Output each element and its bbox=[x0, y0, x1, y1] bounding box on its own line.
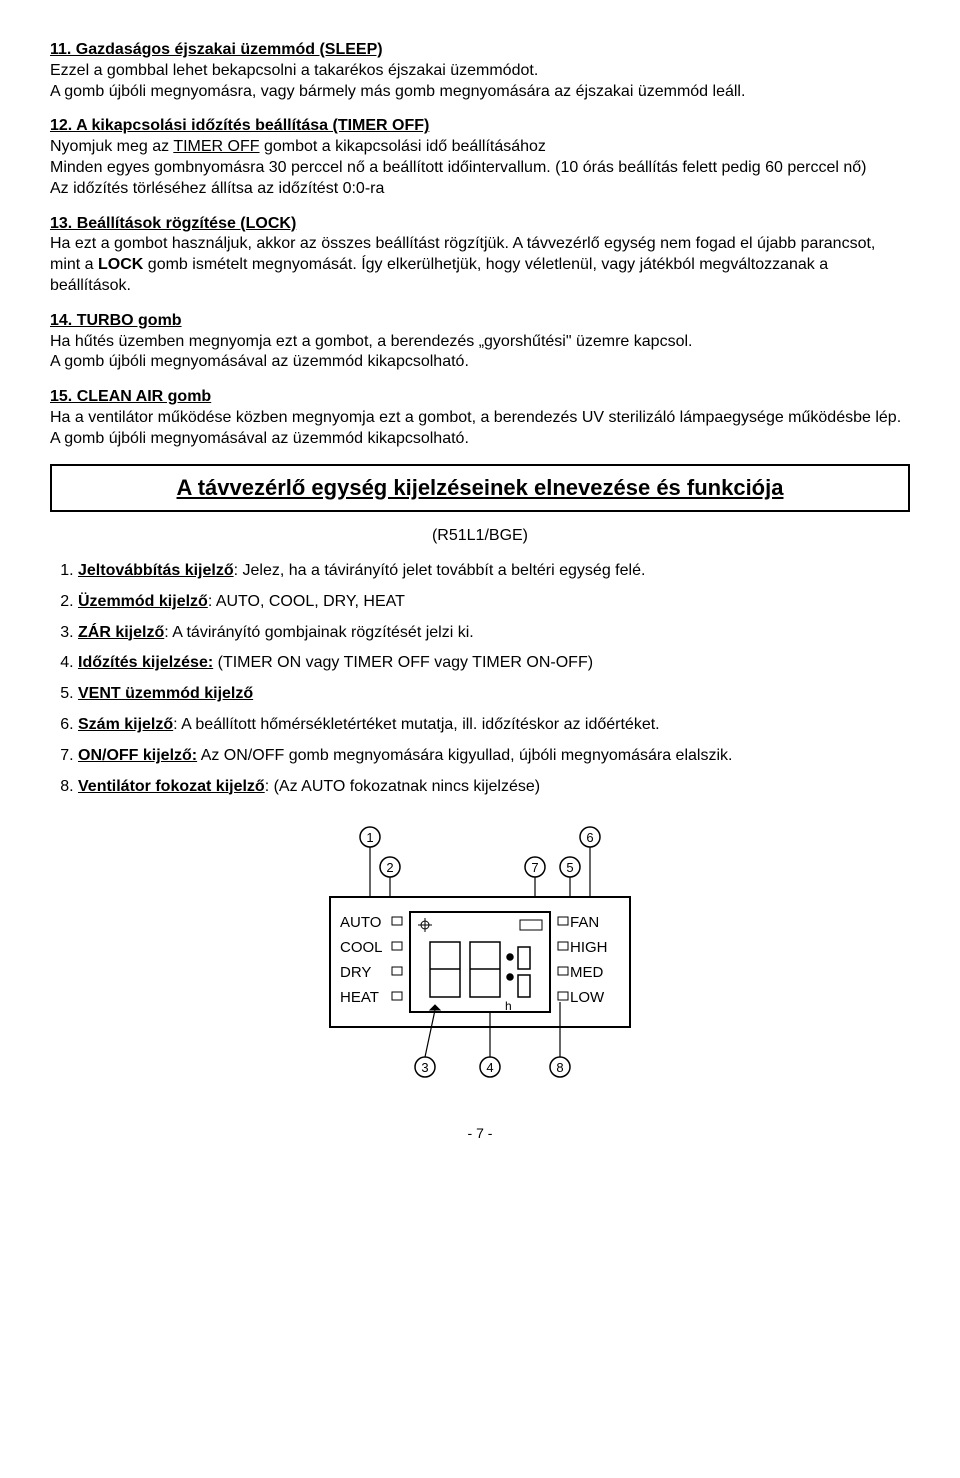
section-15-body: Ha a ventilátor működése közben megnyomj… bbox=[50, 409, 901, 447]
section-15-heading: 15. CLEAN AIR gomb bbox=[50, 388, 211, 405]
list-item: Időzítés kijelzése: (TIMER ON vagy TIMER… bbox=[78, 653, 910, 674]
svg-text:3: 3 bbox=[421, 1060, 428, 1075]
display-diagram: 1 2 6 5 7 bbox=[50, 817, 910, 1094]
svg-text:8: 8 bbox=[556, 1060, 563, 1075]
page-number: - 7 - bbox=[50, 1124, 910, 1142]
section-11: 11. Gazdaságos éjszakai üzemmód (SLEEP) … bbox=[50, 40, 910, 102]
svg-text:6: 6 bbox=[586, 830, 593, 845]
svg-text:2: 2 bbox=[386, 860, 393, 875]
svg-text:HIGH: HIGH bbox=[570, 939, 608, 956]
list-item: ZÁR kijelző: A távirányító gombjainak rö… bbox=[78, 623, 910, 644]
section-14-body: Ha hűtés üzemben megnyomja ezt a gombot,… bbox=[50, 333, 692, 371]
section-11-heading: 11. Gazdaságos éjszakai üzemmód (SLEEP) bbox=[50, 41, 383, 58]
section-13-body: Ha ezt a gombot használjuk, akkor az öss… bbox=[50, 235, 875, 294]
section-13-heading: 13. Beállítások rögzítése (LOCK) bbox=[50, 215, 296, 232]
indicator-list: Jeltovábbítás kijelző: Jelez, ha a távir… bbox=[50, 561, 910, 797]
list-item: Üzemmód kijelző: AUTO, COOL, DRY, HEAT bbox=[78, 592, 910, 613]
svg-text:h: h bbox=[505, 999, 512, 1013]
section-12-body: Nyomjuk meg az TIMER OFF gombot a kikapc… bbox=[50, 138, 866, 197]
list-item: ON/OFF kijelző: Az ON/OFF gomb megnyomás… bbox=[78, 746, 910, 767]
model-label: (R51L1/BGE) bbox=[50, 526, 910, 547]
section-12-heading: 12. A kikapcsolási időzítés beállítása (… bbox=[50, 117, 429, 134]
svg-text:AUTO: AUTO bbox=[340, 914, 381, 931]
svg-text:7: 7 bbox=[531, 860, 538, 875]
section-14-heading: 14. TURBO gomb bbox=[50, 312, 182, 329]
title-box: A távvezérlő egység kijelzéseinek elneve… bbox=[50, 464, 910, 513]
section-11-body: Ezzel a gombbal lehet bekapcsolni a taka… bbox=[50, 62, 745, 100]
list-item: VENT üzemmód kijelző bbox=[78, 684, 910, 705]
svg-text:FAN: FAN bbox=[570, 914, 599, 931]
svg-text:4: 4 bbox=[486, 1060, 493, 1075]
title-box-text: A távvezérlő egység kijelzéseinek elneve… bbox=[177, 475, 784, 500]
section-15: 15. CLEAN AIR gomb Ha a ventilátor működ… bbox=[50, 387, 910, 449]
list-item: Szám kijelző: A beállított hőmérsékletér… bbox=[78, 715, 910, 736]
list-item: Jeltovábbítás kijelző: Jelez, ha a távir… bbox=[78, 561, 910, 582]
display-diagram-svg: 1 2 6 5 7 bbox=[270, 817, 690, 1087]
svg-text:MED: MED bbox=[570, 964, 604, 981]
svg-text:DRY: DRY bbox=[340, 964, 371, 981]
svg-text:COOL: COOL bbox=[340, 939, 383, 956]
section-14: 14. TURBO gomb Ha hűtés üzemben megnyomj… bbox=[50, 311, 910, 373]
svg-text:LOW: LOW bbox=[570, 989, 605, 1006]
svg-text:HEAT: HEAT bbox=[340, 989, 379, 1006]
section-13: 13. Beállítások rögzítése (LOCK) Ha ezt … bbox=[50, 214, 910, 297]
svg-text:1: 1 bbox=[366, 830, 373, 845]
section-12: 12. A kikapcsolási időzítés beállítása (… bbox=[50, 116, 910, 199]
svg-text:5: 5 bbox=[566, 860, 573, 875]
list-item: Ventilátor fokozat kijelző: (Az AUTO fok… bbox=[78, 777, 910, 798]
